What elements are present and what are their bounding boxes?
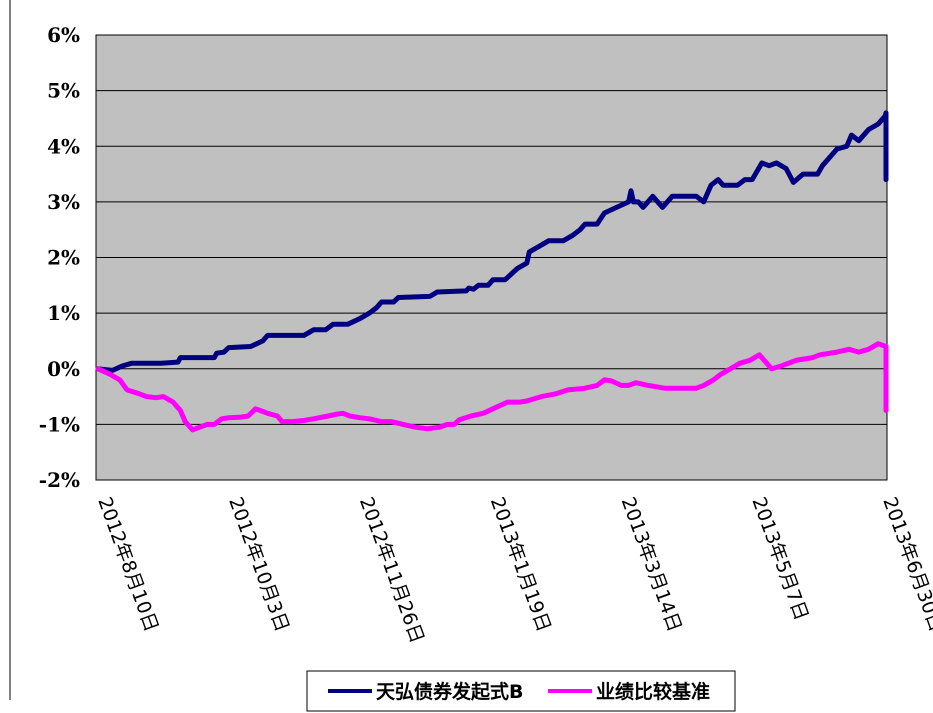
y-tick-label: 3% [47,190,80,214]
x-tick-label: 2013年3月14日 [617,494,686,635]
x-tick-label: 2013年5月7日 [747,494,812,623]
x-tick-label: 2013年1月19日 [486,494,555,635]
series-line-1 [95,341,889,433]
x-tick-label: 2012年10月3日 [224,494,293,635]
y-tick-label: 1% [47,301,80,325]
legend-label-series-0: 天弘债券发起式B [376,680,523,703]
y-tick-label: -1% [39,412,80,436]
x-tick-label: 2012年8月10日 [93,494,162,635]
y-tick-label: 2% [47,246,80,270]
y-axis: -2% -1% 0% 1% 2% 3% 4% 5% 6% [39,23,80,492]
x-axis: 2012年8月10日 2012年10月3日 2012年11月26日 2013年1月19… [93,494,933,646]
y-tick-label: 5% [47,79,80,103]
y-tick-label: -2% [39,468,80,492]
legend: 天弘债券发起式B 业绩比较基准 [306,670,736,712]
series-lines [95,110,889,433]
legend-label-series-1: 业绩比较基准 [596,680,710,703]
series-line-0 [95,110,889,373]
x-tick-label: 2013年6月30日 [878,494,933,635]
legend-box [306,670,736,712]
y-tick-label: 0% [47,357,80,381]
x-tick-label: 2012年11月26日 [355,494,428,646]
gridlines [96,34,887,481]
y-tick-label: 6% [47,23,80,47]
y-tick-label: 4% [47,134,80,158]
